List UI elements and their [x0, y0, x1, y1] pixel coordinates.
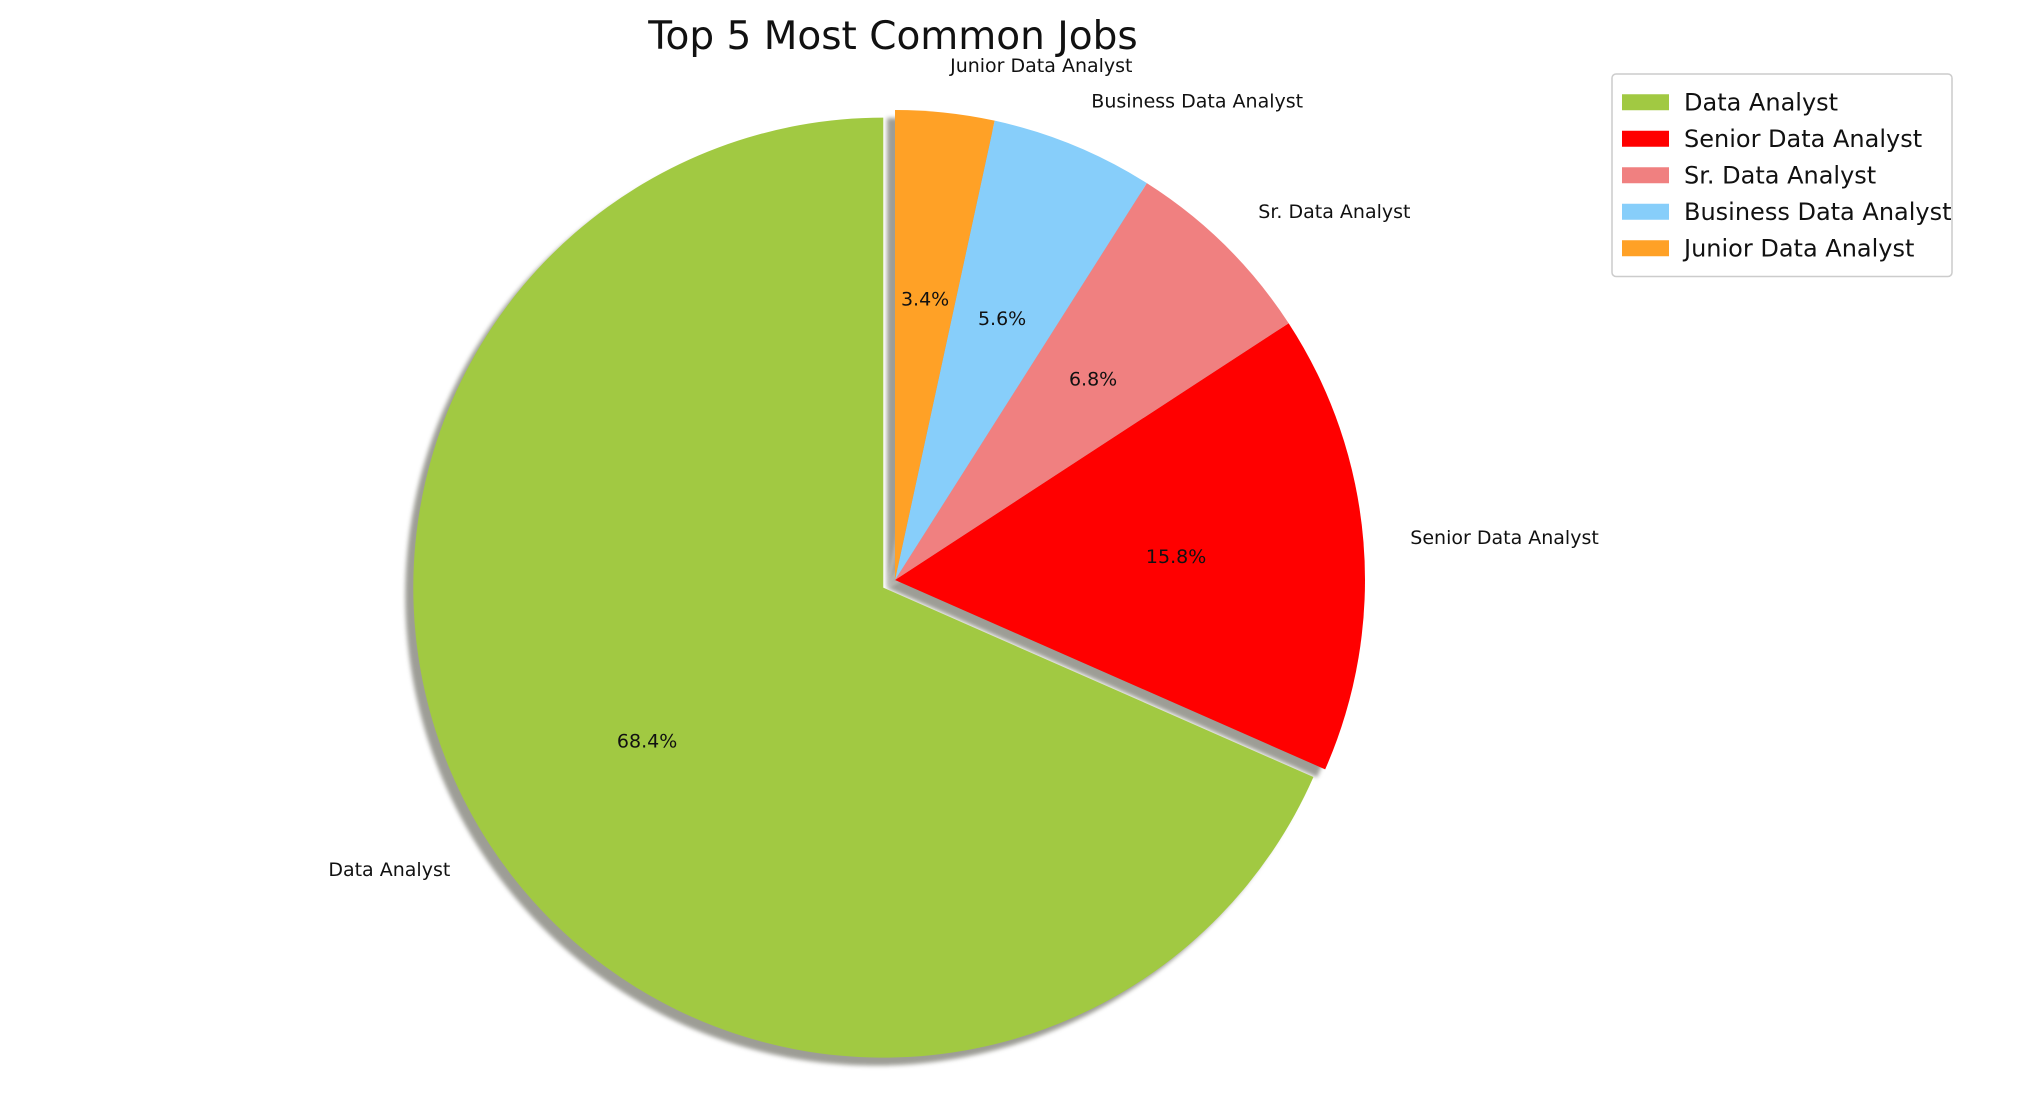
- slice-business-data-analyst: [895, 120, 1147, 581]
- legend-swatch-business-data-analyst: [1622, 203, 1669, 220]
- labels-layer: 68.4% Data Analyst 15.8% Senior Data Analys…: [328, 55, 1598, 881]
- slice-label-sr-data-analyst: Sr. Data Analyst: [1258, 201, 1410, 223]
- legend-frame: [1611, 73, 1953, 278]
- legend-label-senior-data-analyst: Senior Data Analyst: [1684, 125, 1922, 153]
- legend-swatch-junior-data-analyst: [1622, 240, 1669, 257]
- slice-sr-data-analyst: [895, 183, 1289, 581]
- pct-label-data-analyst: 68.4%: [617, 731, 677, 753]
- slice-label-junior-data-analyst: Junior Data Analyst: [949, 55, 1132, 77]
- legend-swatch-senior-data-analyst: [1622, 130, 1669, 147]
- legend: Data Analyst Senior Data Analyst Sr. Data …: [1611, 73, 1953, 278]
- slice-label-data-analyst: Data Analyst: [328, 859, 450, 881]
- pct-label-junior-data-analyst: 3.4%: [901, 289, 949, 311]
- slice-label-senior-data-analyst: Senior Data Analyst: [1410, 527, 1599, 549]
- pct-label-business-data-analyst: 5.6%: [978, 308, 1026, 330]
- legend-label-sr-data-analyst: Sr. Data Analyst: [1684, 161, 1876, 189]
- pct-label-sr-data-analyst: 6.8%: [1069, 368, 1117, 390]
- chart-title: Top 5 Most Common Jobs: [647, 14, 1137, 59]
- legend-swatch-sr-data-analyst: [1622, 167, 1669, 184]
- legend-label-data-analyst: Data Analyst: [1684, 88, 1838, 116]
- slice-label-business-data-analyst: Business Data Analyst: [1091, 91, 1303, 113]
- legend-label-business-data-analyst: Business Data Analyst: [1684, 198, 1952, 226]
- slice-junior-data-analyst: [895, 110, 995, 580]
- slice-senior-data-analyst: [895, 323, 1366, 770]
- legend-label-junior-data-analyst: Junior Data Analyst: [1682, 234, 1914, 262]
- legend-swatch-data-analyst: [1622, 94, 1669, 111]
- pct-label-senior-data-analyst: 15.8%: [1146, 546, 1206, 568]
- slice-data-analyst: [413, 117, 1314, 1058]
- slices-layer: [413, 110, 1366, 1058]
